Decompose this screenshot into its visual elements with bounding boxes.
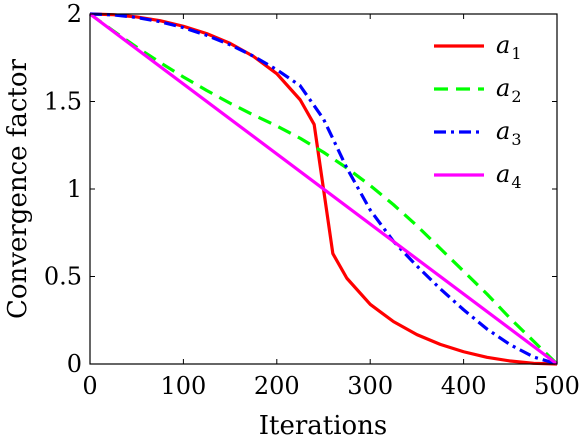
legend-label-subscript: 1 bbox=[511, 44, 521, 63]
x-tick-label: 100 bbox=[160, 372, 206, 400]
y-tick-label: 0.5 bbox=[44, 263, 82, 291]
legend-label-subscript: 4 bbox=[511, 173, 521, 192]
series-line-a3 bbox=[89, 12, 558, 366]
x-tick-label: 500 bbox=[534, 372, 580, 400]
x-axis-label: Iterations bbox=[259, 411, 388, 441]
legend-label-subscript: 3 bbox=[511, 130, 521, 149]
series-line-a2 bbox=[89, 12, 559, 366]
y-tick-label: 1 bbox=[67, 175, 82, 203]
x-tick-label: 0 bbox=[82, 372, 97, 400]
x-tick-label: 300 bbox=[347, 372, 393, 400]
legend-label-a1: a1 bbox=[496, 31, 522, 63]
legend-label-base: a bbox=[496, 74, 510, 102]
y-axis-label: Convergence factor bbox=[3, 58, 33, 319]
series-line-a4 bbox=[89, 12, 558, 366]
x-tick-label: 400 bbox=[441, 372, 487, 400]
x-tick-label: 200 bbox=[254, 372, 300, 400]
legend-label-base: a bbox=[496, 117, 510, 145]
y-tick-label: 1.5 bbox=[44, 88, 82, 116]
ticks-layer: 0 100 200 300 400 500 0 0.5 1 1.5 2 bbox=[44, 0, 580, 400]
y-tick-label: 0 bbox=[67, 350, 82, 378]
legend-label-base: a bbox=[496, 31, 510, 59]
legend-label-base: a bbox=[496, 160, 510, 188]
legend-label-a3: a3 bbox=[496, 117, 522, 149]
legend-label-subscript: 2 bbox=[511, 87, 521, 106]
legend-label-a4: a4 bbox=[496, 160, 522, 192]
y-tick-label: 2 bbox=[67, 0, 82, 28]
series-layer bbox=[89, 12, 559, 366]
legend-label-a2: a2 bbox=[496, 74, 522, 106]
